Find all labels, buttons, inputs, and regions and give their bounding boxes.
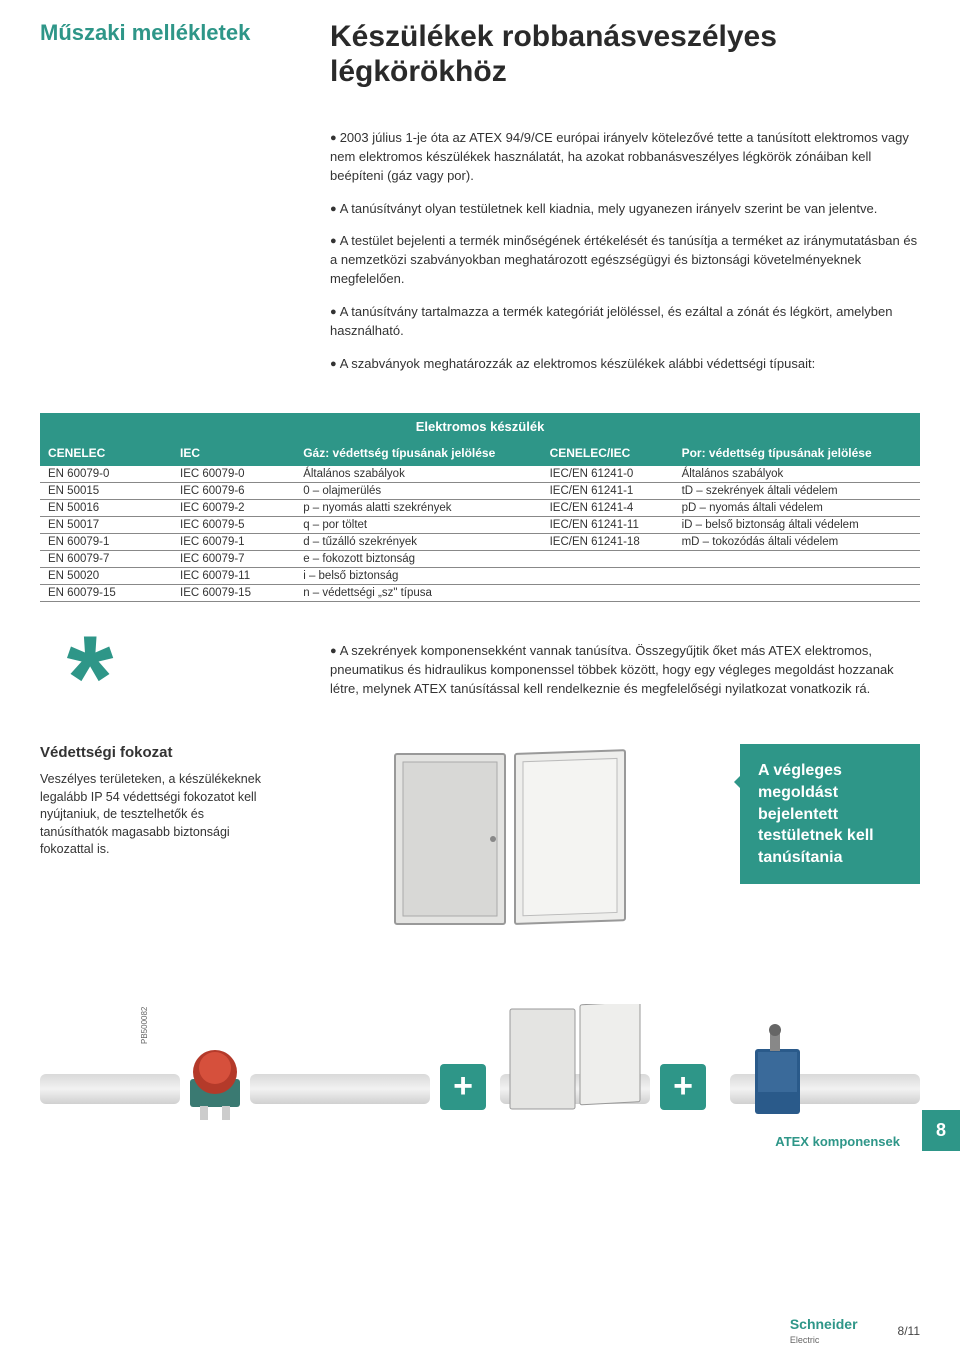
table-cell: tD – szekrények általi védelem xyxy=(674,483,920,500)
table-row: EN 50020IEC 60079-11i – belső biztonság xyxy=(40,568,920,585)
table-cell: pD – nyomás általi védelem xyxy=(674,500,920,517)
cabinet-illustration xyxy=(300,744,710,944)
table-cell: IEC 60079-5 xyxy=(172,517,295,534)
table-cell: p – nyomás alatti szekrények xyxy=(295,500,541,517)
table-cell xyxy=(542,568,674,585)
table-cell xyxy=(542,551,674,568)
table-cell: IEC/EN 61241-0 xyxy=(542,466,674,483)
components-diagram: PB500082 + + ATEX komponensek xyxy=(40,984,920,1144)
table-cell: IEC 60079-6 xyxy=(172,483,295,500)
table-cell: IEC/EN 61241-18 xyxy=(542,534,674,551)
table-cell: EN 60079-15 xyxy=(40,585,172,602)
page-title: Készülékek robbanásveszélyes légkörökhöz xyxy=(330,20,920,89)
table-header-row: CENELEC IEC Gáz: védettség típusának jel… xyxy=(40,440,920,466)
section-label: Műszaki mellékletek xyxy=(40,20,290,89)
table-cell: IEC/EN 61241-1 xyxy=(542,483,674,500)
pushbutton-icon xyxy=(170,1034,260,1124)
table-header: IEC xyxy=(172,440,295,466)
table-cell: EN 50016 xyxy=(40,500,172,517)
table-cell: e – fokozott biztonság xyxy=(295,551,541,568)
table-cell xyxy=(674,568,920,585)
table-cell: IEC 60079-0 xyxy=(172,466,295,483)
plus-icon: + xyxy=(660,1064,706,1110)
callout-box: A végleges megoldást bejelentett testüle… xyxy=(740,744,920,884)
table-header: CENELEC/IEC xyxy=(542,440,674,466)
table-header: Gáz: védettség típusának jelölése xyxy=(295,440,541,466)
table-cell: n – védettségi „sz" típusa xyxy=(295,585,541,602)
table-cell xyxy=(542,585,674,602)
brand-logo: Schneider xyxy=(790,1316,858,1332)
table-cell xyxy=(674,551,920,568)
table-cell: Általános szabályok xyxy=(295,466,541,483)
table-cell: EN 50017 xyxy=(40,517,172,534)
table-cell: IEC 60079-1 xyxy=(172,534,295,551)
paragraph: A szabványok meghatározzák az elektromos… xyxy=(330,355,920,374)
table-row: EN 60079-7IEC 60079-7e – fokozott bizton… xyxy=(40,551,920,568)
table-cell: EN 50015 xyxy=(40,483,172,500)
table-row: EN 60079-0IEC 60079-0Általános szabályok… xyxy=(40,466,920,483)
table-cell: d – tűzálló szekrények xyxy=(295,534,541,551)
table-row: EN 50015IEC 60079-60 – olajmerülésIEC/EN… xyxy=(40,483,920,500)
paragraph: 2003 július 1-je óta az ATEX 94/9/CE eur… xyxy=(330,129,920,186)
intro-paragraphs: 2003 július 1-je óta az ATEX 94/9/CE eur… xyxy=(330,129,920,373)
table-row: EN 60079-1IEC 60079-1d – tűzálló szekrén… xyxy=(40,534,920,551)
protection-text: Veszélyes területeken, a készülékeknek l… xyxy=(40,771,270,859)
table-cell xyxy=(674,585,920,602)
table-cell: EN 60079-7 xyxy=(40,551,172,568)
table-cell: i – belső biztonság xyxy=(295,568,541,585)
paragraph: A tanúsítvány tartalmazza a termék kateg… xyxy=(330,303,920,341)
table-cell: IEC/EN 61241-11 xyxy=(542,517,674,534)
table-cell: EN 60079-1 xyxy=(40,534,172,551)
table-cell: mD – tokozódás általi védelem xyxy=(674,534,920,551)
table-cell: EN 50020 xyxy=(40,568,172,585)
table-cell: IEC 60079-7 xyxy=(172,551,295,568)
protection-heading: Védettségi fokozat xyxy=(40,744,270,761)
table-header: Por: védettség típusának jelölése xyxy=(674,440,920,466)
page-number: 8/11 xyxy=(898,1324,920,1338)
limit-switch-icon xyxy=(740,1024,820,1124)
page-tab: 8 xyxy=(922,1110,960,1151)
table-cell: Általános szabályok xyxy=(674,466,920,483)
standards-table: Elektromos készülék CENELEC IEC Gáz: véd… xyxy=(40,413,920,602)
asterisk-note: A szekrények komponensekként vannak tanú… xyxy=(330,642,920,699)
table-cell: iD – belső biztonság általi védelem xyxy=(674,517,920,534)
reference-code: PB500082 xyxy=(140,1007,149,1044)
table-cell: IEC 60079-11 xyxy=(172,568,295,585)
table-row: EN 60079-15IEC 60079-15n – védettségi „s… xyxy=(40,585,920,602)
table-cell: q – por töltet xyxy=(295,517,541,534)
table-cell: IEC/EN 61241-4 xyxy=(542,500,674,517)
plus-icon: + xyxy=(440,1064,486,1110)
table-cell: IEC 60079-2 xyxy=(172,500,295,517)
paragraph: A tanúsítványt olyan testületnek kell ki… xyxy=(330,200,920,219)
cabinet-small-icon xyxy=(500,1004,650,1124)
page-footer: Schneider Electric 8/11 xyxy=(790,1316,920,1346)
table-cell: 0 – olajmerülés xyxy=(295,483,541,500)
table-row: EN 50017IEC 60079-5q – por töltetIEC/EN … xyxy=(40,517,920,534)
atex-components-label: ATEX komponensek xyxy=(775,1134,900,1149)
table-cell: IEC 60079-15 xyxy=(172,585,295,602)
table-row: EN 50016IEC 60079-2p – nyomás alatti sze… xyxy=(40,500,920,517)
table-header: CENELEC xyxy=(40,440,172,466)
table-title: Elektromos készülék xyxy=(40,413,920,440)
paragraph: A testület bejelenti a termék minőségéne… xyxy=(330,232,920,289)
asterisk-icon: * xyxy=(40,642,140,714)
table-cell: EN 60079-0 xyxy=(40,466,172,483)
brand-logo-sub: Electric xyxy=(790,1335,820,1345)
